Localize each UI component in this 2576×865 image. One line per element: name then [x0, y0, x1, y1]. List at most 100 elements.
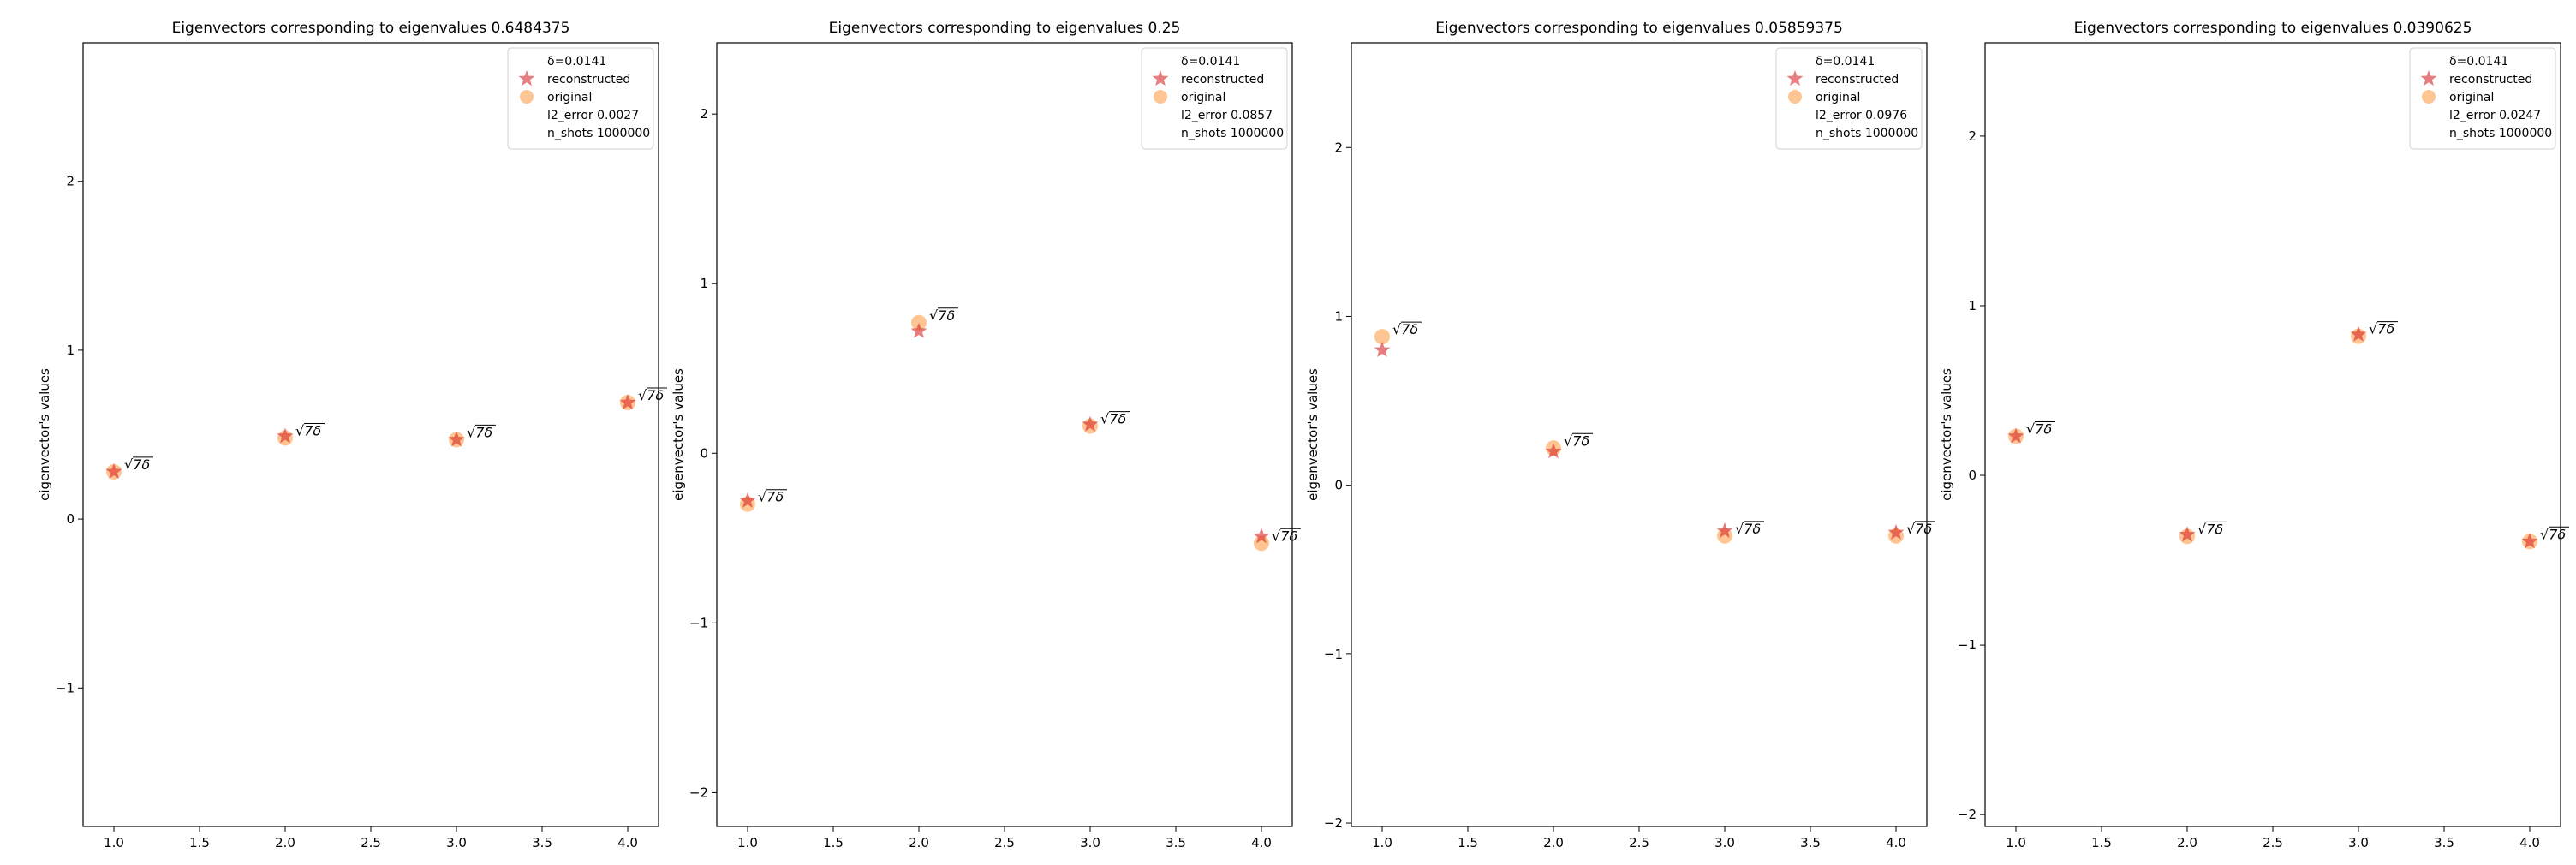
chart-panel-3: Eigenvectors corresponding to eigenvalue… — [1305, 20, 1935, 850]
x-tick-label: 3.5 — [2434, 835, 2454, 850]
y-tick-label: 1 — [1968, 298, 1977, 313]
chart-title: Eigenvectors corresponding to eigenvalue… — [172, 20, 570, 37]
legend-original: original — [2449, 91, 2494, 104]
y-tick-label: −1 — [1958, 637, 1977, 653]
point-annotation: √7δ — [929, 307, 955, 324]
y-tick-label: 1 — [1334, 308, 1343, 324]
y-tick-label: 0 — [1968, 468, 1977, 483]
y-axis-label: eigenvector's values — [671, 368, 686, 501]
legend-box — [1775, 47, 1923, 150]
legend-marker-circle — [2422, 90, 2436, 104]
y-tick-label: 0 — [700, 445, 708, 461]
legend-n-shots: n_shots 1000000 — [2449, 127, 2552, 140]
x-tick-label: 1.5 — [1458, 835, 1478, 850]
x-tick-label: 4.0 — [2519, 835, 2540, 850]
legend-original: original — [547, 91, 592, 104]
legend-marker-star — [1152, 70, 1169, 86]
chart-panel-1: Eigenvectors corresponding to eigenvalue… — [37, 20, 667, 850]
legend-original: original — [1181, 91, 1225, 104]
axes-frame — [1351, 42, 1928, 827]
y-tick-label: 0 — [1334, 478, 1343, 493]
legend-delta: δ=0.0141 — [1816, 55, 1875, 69]
point-original — [1374, 329, 1390, 345]
x-tick-label: 1.0 — [1372, 835, 1392, 850]
legend-marker-circle — [520, 90, 534, 104]
point-annotation: √7δ — [295, 422, 321, 438]
legend-n-shots: n_shots 1000000 — [547, 127, 650, 140]
y-tick-label: −1 — [1324, 647, 1343, 662]
point-annotation: √7δ — [1392, 321, 1418, 337]
legend-reconstructed: reconstructed — [547, 73, 630, 86]
x-tick-label: 1.5 — [2091, 835, 2112, 850]
legend-box — [2409, 47, 2556, 150]
point-annotation: √7δ — [1906, 521, 1932, 537]
legend-delta: δ=0.0141 — [2449, 55, 2508, 69]
x-tick-label: 3.0 — [446, 835, 467, 850]
point-reconstructed — [1082, 415, 1099, 432]
point-annotation: √7δ — [758, 489, 784, 505]
x-tick-label: 3.0 — [2348, 835, 2369, 850]
point-reconstructed — [619, 394, 636, 410]
axes-frame — [82, 42, 659, 827]
legend-reconstructed: reconstructed — [1181, 73, 1264, 86]
x-tick-label: 3.0 — [1080, 835, 1100, 850]
point-reconstructed — [2007, 427, 2024, 444]
chart-panel-2: Eigenvectors corresponding to eigenvalue… — [671, 20, 1301, 850]
y-tick-label: −1 — [689, 615, 708, 630]
x-tick-label: 2.5 — [2263, 835, 2283, 850]
x-tick-label: 2.0 — [275, 835, 295, 850]
y-axis-label: eigenvector's values — [1939, 368, 1954, 501]
legend-n-shots: n_shots 1000000 — [1816, 127, 1918, 140]
y-tick-label: 2 — [1334, 140, 1343, 155]
chart-title: Eigenvectors corresponding to eigenvalue… — [2074, 20, 2472, 37]
x-tick-label: 4.0 — [1251, 835, 1272, 850]
legend-marker-circle — [1154, 90, 1167, 104]
x-tick-label: 2.5 — [1629, 835, 1649, 850]
legend-marker-star — [518, 70, 535, 86]
y-axis-label: eigenvector's values — [37, 368, 52, 501]
point-reconstructed — [448, 431, 465, 447]
x-tick-label: 1.0 — [104, 835, 124, 850]
x-tick-label: 1.5 — [189, 835, 210, 850]
x-tick-label: 2.5 — [361, 835, 381, 850]
point-reconstructed — [1887, 523, 1905, 540]
chart-title: Eigenvectors corresponding to eigenvalue… — [829, 20, 1181, 37]
x-tick-label: 1.0 — [2006, 835, 2026, 850]
point-annotation: √7δ — [2540, 526, 2566, 542]
point-reconstructed — [1253, 528, 1270, 544]
point-reconstructed — [2179, 526, 2196, 542]
point-annotation: √7δ — [1564, 432, 1589, 449]
x-tick-label: 1.0 — [737, 835, 758, 850]
y-tick-label: 2 — [1968, 128, 1977, 144]
y-tick-label: −2 — [1324, 815, 1343, 831]
point-reconstructed — [1374, 341, 1391, 357]
y-axis-label: eigenvector's values — [1305, 368, 1321, 501]
x-tick-label: 2.0 — [2177, 835, 2197, 850]
point-reconstructed — [105, 462, 122, 479]
legend-l2-error: l2_error 0.0247 — [2449, 109, 2541, 122]
point-annotation: √7δ — [467, 424, 492, 440]
chart-title: Eigenvectors corresponding to eigenvalue… — [1435, 20, 1843, 37]
y-tick-label: −1 — [56, 680, 75, 695]
legend-box — [1141, 47, 1288, 150]
point-reconstructed — [2521, 533, 2538, 549]
y-tick-label: 0 — [66, 511, 75, 527]
point-original — [1717, 528, 1732, 544]
point-annotation: √7δ — [1735, 521, 1761, 537]
point-annotation: √7δ — [124, 456, 150, 473]
y-tick-label: 1 — [66, 343, 75, 358]
point-reconstructed — [277, 427, 294, 444]
legend-l2-error: l2_error 0.0976 — [1816, 109, 1907, 122]
axes-frame — [1984, 42, 2561, 827]
point-annotation: √7δ — [1272, 528, 1297, 544]
y-tick-label: 1 — [700, 276, 708, 291]
point-reconstructed — [739, 492, 756, 508]
legend-delta: δ=0.0141 — [1181, 55, 1240, 69]
x-tick-label: 3.5 — [1166, 835, 1186, 850]
point-annotation: √7δ — [2026, 421, 2052, 437]
chart-panel-4: Eigenvectors corresponding to eigenvalue… — [1939, 20, 2569, 850]
x-tick-label: 2.0 — [1543, 835, 1564, 850]
point-annotation: √7δ — [2197, 521, 2223, 537]
point-annotation: √7δ — [1100, 411, 1126, 427]
